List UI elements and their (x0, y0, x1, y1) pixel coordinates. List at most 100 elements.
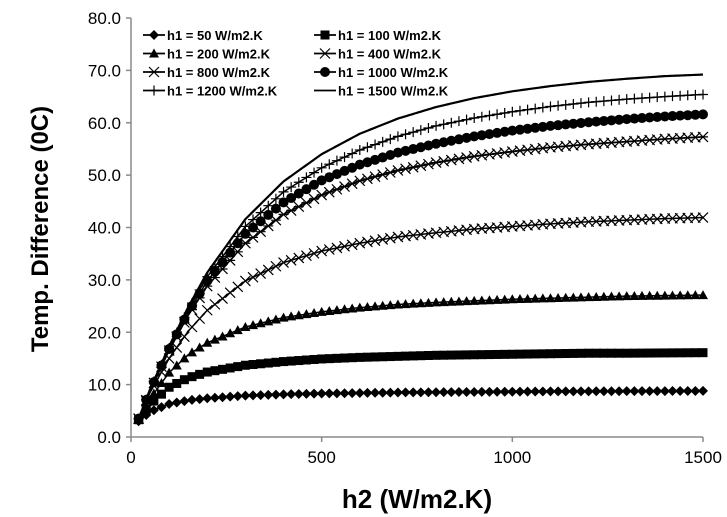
data-point (347, 353, 357, 363)
data-point (224, 287, 236, 299)
data-point (255, 216, 266, 227)
data-point (202, 337, 213, 347)
data-point (469, 131, 480, 142)
data-point (476, 386, 487, 397)
data-point (453, 387, 464, 398)
data-point (415, 160, 427, 172)
data-point (675, 290, 686, 300)
data-point (431, 138, 442, 149)
data-point (522, 123, 533, 134)
data-point (339, 165, 350, 176)
data-point (416, 351, 426, 361)
data-point (690, 348, 700, 358)
data-point (598, 96, 609, 107)
data-point (499, 294, 510, 304)
series-1 (133, 385, 708, 427)
data-point (320, 67, 330, 77)
x-tick-label: 0 (126, 448, 135, 467)
data-point (346, 178, 358, 190)
data-point (606, 95, 617, 106)
data-point (659, 290, 670, 300)
data-point (400, 299, 411, 309)
data-point (225, 391, 236, 402)
y-tick-label: 60.0 (88, 114, 121, 133)
data-point (164, 382, 174, 392)
data-point (270, 203, 281, 214)
data-point (499, 108, 510, 119)
data-point (149, 48, 159, 58)
data-point (636, 290, 647, 300)
data-point (157, 389, 167, 399)
data-point (309, 354, 319, 364)
data-point (362, 387, 373, 398)
data-point (446, 387, 457, 398)
data-point (545, 120, 556, 131)
data-point (446, 350, 456, 360)
data-point (133, 413, 144, 424)
data-point (560, 292, 571, 302)
data-point (347, 148, 358, 159)
data-point (614, 114, 625, 125)
data-point (446, 135, 457, 146)
legend-label: h1 = 200 W/m2.K (167, 47, 271, 62)
data-point (423, 140, 434, 151)
data-point (225, 328, 236, 338)
data-point (415, 298, 426, 308)
data-point (553, 100, 564, 111)
data-point (606, 386, 617, 397)
x-tick-label: 1000 (493, 448, 531, 467)
data-point (598, 115, 609, 126)
data-point (293, 389, 304, 400)
data-point (469, 386, 480, 397)
legend: h1 = 50 W/m2.K h1 = 100 W/m2.K h1 = 200 W/… (143, 28, 449, 99)
data-point (324, 172, 335, 183)
data-point (697, 212, 709, 223)
data-point (537, 293, 548, 303)
data-point (438, 387, 449, 398)
data-point (141, 405, 151, 415)
data-point (217, 392, 228, 403)
data-point (476, 130, 487, 141)
series-4 (133, 212, 709, 425)
data-point (255, 207, 266, 218)
data-point (461, 387, 472, 398)
data-point (171, 397, 182, 408)
data-point (354, 159, 365, 170)
data-point (675, 110, 686, 121)
data-point (347, 303, 358, 313)
data-point (484, 386, 495, 397)
data-point (400, 145, 411, 156)
data-point (385, 300, 396, 310)
data-point (401, 351, 411, 361)
data-point (645, 348, 655, 358)
data-point (179, 375, 189, 385)
data-point (469, 295, 480, 305)
data-point (591, 348, 601, 358)
data-point (370, 352, 380, 362)
data-point (301, 172, 312, 183)
data-point (675, 386, 686, 397)
y-tick-label: 30.0 (88, 271, 121, 290)
data-point (438, 137, 449, 148)
data-point (255, 390, 266, 401)
data-point (667, 111, 678, 122)
data-point (659, 111, 670, 122)
data-point (499, 126, 510, 137)
data-point (209, 392, 220, 403)
data-point (568, 118, 579, 129)
data-point (659, 386, 670, 397)
data-point (553, 349, 563, 359)
data-point (347, 388, 358, 399)
data-point (522, 386, 533, 397)
data-point (278, 197, 289, 208)
data-point (240, 221, 251, 232)
data-point (362, 173, 373, 185)
data-point (286, 356, 296, 366)
data-point (270, 193, 281, 204)
data-point (323, 186, 335, 198)
data-point (301, 355, 311, 365)
data-point (423, 351, 433, 361)
data-point (187, 347, 198, 357)
data-point (255, 318, 266, 328)
data-point (377, 387, 388, 398)
